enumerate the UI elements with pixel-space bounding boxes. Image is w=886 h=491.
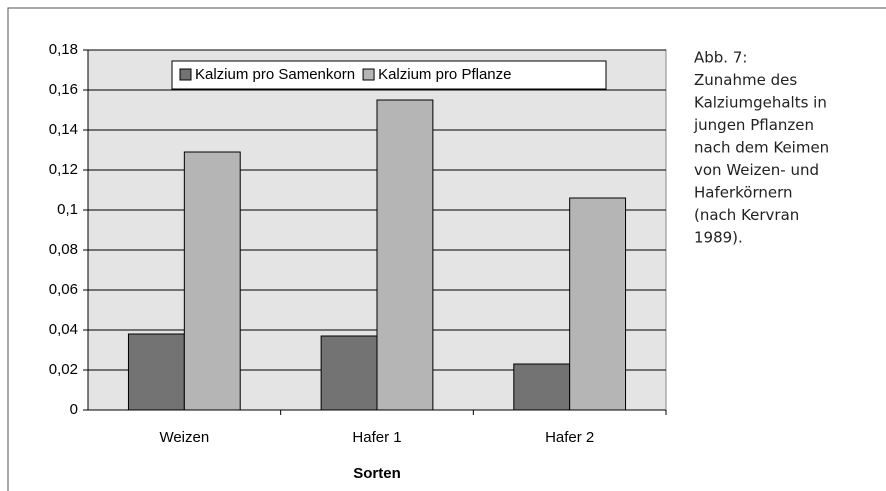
- caption-line: Abb. 7:: [694, 49, 747, 67]
- bar: [183, 151, 241, 411]
- caption-line: Kalziumgehalts in: [694, 94, 827, 112]
- y-tick-label: 0,14: [49, 121, 78, 138]
- bar: [320, 335, 378, 411]
- y-tick-label: 0,18: [49, 41, 78, 58]
- legend-label: Kalzium pro Samenkorn: [195, 66, 355, 83]
- legend: [171, 60, 607, 90]
- bar: [127, 333, 185, 411]
- legend-label: Kalzium pro Pflanze: [378, 66, 511, 83]
- x-axis-title: Sorten: [353, 465, 401, 482]
- caption-line: Haferkörnern: [694, 184, 793, 202]
- caption-line: (nach Kervran: [694, 206, 799, 224]
- caption-line: Zunahme des: [694, 71, 797, 89]
- caption-line: 1989).: [694, 229, 743, 247]
- x-tick-label: Hafer 1: [352, 429, 401, 446]
- x-tick-label: Weizen: [159, 429, 209, 446]
- y-tick-label: 0,16: [49, 81, 78, 98]
- bar: [513, 363, 571, 411]
- caption-line: nach dem Keimen: [694, 139, 829, 157]
- frame: [7, 7, 886, 491]
- y-tick-label: 0,06: [49, 281, 78, 298]
- y-tick-label: 0,02: [49, 361, 78, 378]
- y-tick-label: 0,04: [49, 321, 78, 338]
- caption-line: von Weizen- und: [694, 161, 819, 179]
- y-tick-label: 0,1: [57, 201, 78, 218]
- legend-swatch: [179, 68, 192, 81]
- y-tick-label: 0: [70, 401, 78, 418]
- y-tick-label: 0,08: [49, 241, 78, 258]
- bar: [569, 197, 627, 411]
- x-tick-label: Hafer 2: [545, 429, 594, 446]
- y-tick-label: 0,12: [49, 161, 78, 178]
- caption-line: jungen Pflanzen: [693, 116, 814, 134]
- bar: [376, 99, 434, 411]
- legend-swatch: [362, 68, 375, 81]
